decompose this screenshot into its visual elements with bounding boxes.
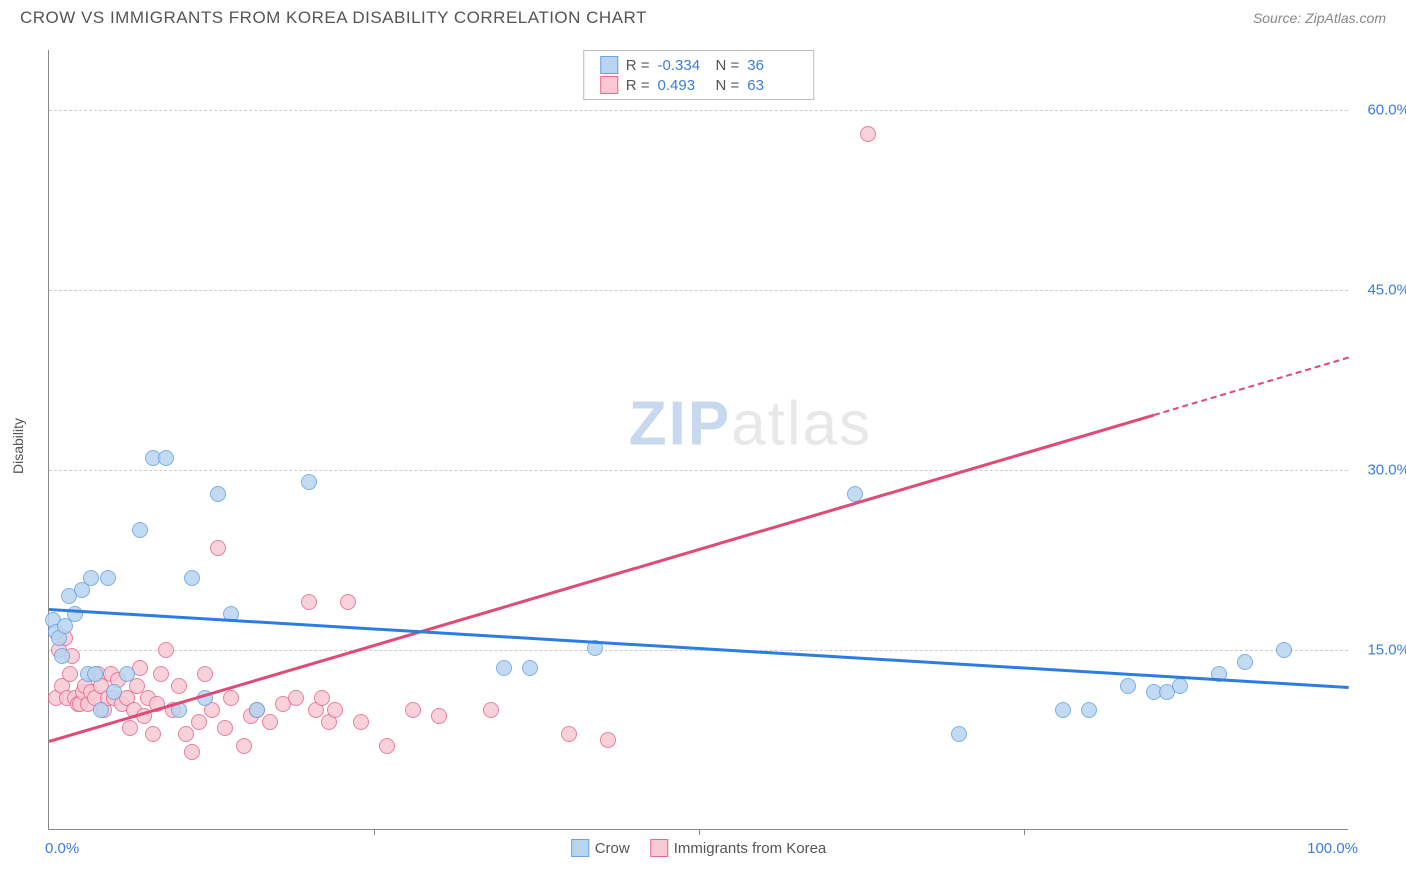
crow-point (301, 474, 317, 490)
korea-point (178, 726, 194, 742)
swatch-korea (600, 76, 618, 94)
korea-point (223, 690, 239, 706)
x-tick-mark (699, 829, 700, 835)
swatch-crow-icon (571, 839, 589, 857)
korea-point (122, 720, 138, 736)
crow-point (1237, 654, 1253, 670)
chart-title: CROW VS IMMIGRANTS FROM KOREA DISABILITY… (20, 8, 647, 28)
korea-point (236, 738, 252, 754)
crow-point (106, 684, 122, 700)
bottom-legend: Crow Immigrants from Korea (571, 839, 827, 857)
x-tick-mark (1024, 829, 1025, 835)
legend-item-korea: Immigrants from Korea (650, 839, 827, 857)
crow-point (1055, 702, 1071, 718)
y-tick-label: 45.0% (1367, 282, 1406, 299)
crow-point (93, 702, 109, 718)
korea-point (340, 594, 356, 610)
crow-point (496, 660, 512, 676)
korea-point (314, 690, 330, 706)
korea-point (262, 714, 278, 730)
korea-point (171, 678, 187, 694)
crow-point (119, 666, 135, 682)
korea-point (301, 594, 317, 610)
korea-point (379, 738, 395, 754)
korea-point (405, 702, 421, 718)
crow-point (158, 450, 174, 466)
crow-point (522, 660, 538, 676)
x-max-label: 100.0% (1307, 840, 1358, 857)
watermark: ZIPatlas (629, 388, 872, 459)
stats-legend-box: R = -0.334 N = 36 R = 0.493 N = 63 (583, 50, 815, 100)
grid-line (49, 650, 1348, 651)
korea-point (483, 702, 499, 718)
korea-point (353, 714, 369, 730)
korea-point (561, 726, 577, 742)
crow-point (1172, 678, 1188, 694)
korea-point (327, 702, 343, 718)
korea-point (153, 666, 169, 682)
crow-point (249, 702, 265, 718)
y-tick-label: 60.0% (1367, 102, 1406, 119)
crow-point (1081, 702, 1097, 718)
crow-point (100, 570, 116, 586)
grid-line (49, 470, 1348, 471)
crow-point (87, 666, 103, 682)
crow-point (54, 648, 70, 664)
korea-point (158, 642, 174, 658)
y-axis-label: Disability (10, 418, 26, 474)
korea-point (145, 726, 161, 742)
korea-point (210, 540, 226, 556)
legend-item-crow: Crow (571, 839, 630, 857)
crow-trendline (49, 608, 1349, 688)
korea-trendline (49, 414, 1155, 743)
korea-trendline (1154, 356, 1350, 416)
crow-point (83, 570, 99, 586)
crow-point (210, 486, 226, 502)
crow-point (1276, 642, 1292, 658)
korea-point (191, 714, 207, 730)
swatch-korea-icon (650, 839, 668, 857)
korea-point (184, 744, 200, 760)
source-label: Source: ZipAtlas.com (1253, 10, 1386, 26)
korea-point (62, 666, 78, 682)
korea-point (431, 708, 447, 724)
korea-point (288, 690, 304, 706)
grid-line (49, 110, 1348, 111)
korea-point (860, 126, 876, 142)
korea-point (600, 732, 616, 748)
stats-row-korea: R = 0.493 N = 63 (600, 75, 798, 95)
y-tick-label: 15.0% (1367, 642, 1406, 659)
crow-point (132, 522, 148, 538)
crow-point (184, 570, 200, 586)
crow-point (1120, 678, 1136, 694)
korea-point (217, 720, 233, 736)
y-tick-label: 30.0% (1367, 462, 1406, 479)
stats-row-crow: R = -0.334 N = 36 (600, 55, 798, 75)
crow-point (951, 726, 967, 742)
x-tick-mark (374, 829, 375, 835)
grid-line (49, 290, 1348, 291)
x-min-label: 0.0% (45, 840, 79, 857)
korea-point (197, 666, 213, 682)
swatch-crow (600, 56, 618, 74)
chart-plot-area: ZIPatlas R = -0.334 N = 36 R = 0.493 N =… (48, 50, 1348, 830)
